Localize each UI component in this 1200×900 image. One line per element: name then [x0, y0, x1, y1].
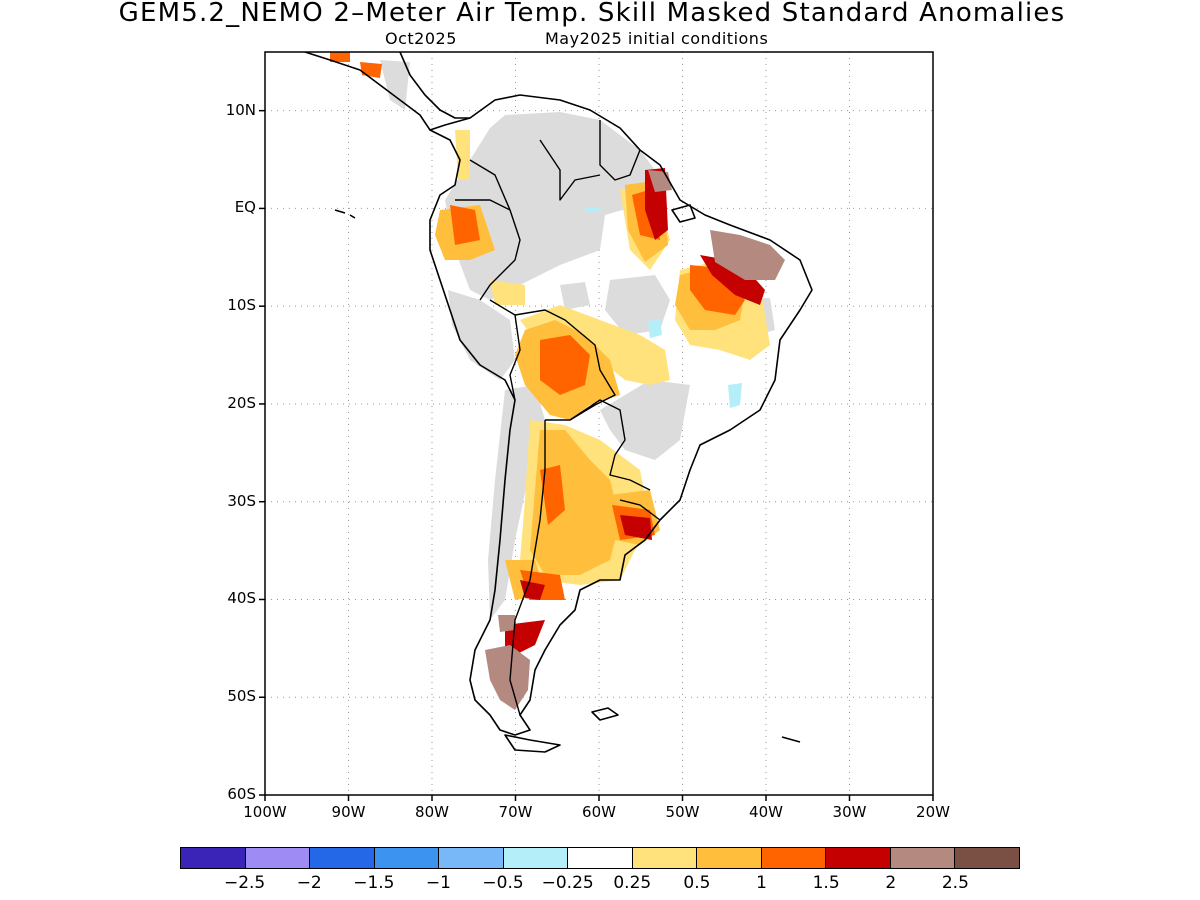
lat-tick-label: 10S: [227, 296, 256, 315]
central-america-coastline: [304, 52, 431, 131]
lon-tick-label: 30W: [832, 803, 867, 821]
colorbar-swatch: [632, 848, 698, 868]
lon-tick-label: 80W: [415, 803, 449, 821]
anomaly-2-2.5: [485, 645, 530, 710]
axis-ticks: [259, 109, 934, 801]
coastlines: [304, 52, 813, 753]
falkland-islands: [591, 707, 619, 721]
anomaly-1-1.5: [450, 205, 480, 245]
colorbar-label: 0.5: [683, 873, 711, 893]
anomaly-0.5-1: [530, 430, 620, 575]
country-border: [455, 199, 511, 211]
colorbar-label: 1: [756, 873, 767, 893]
country-border: [509, 420, 546, 716]
chart-title: GEM5.2_NEMO 2–Meter Air Temp. Skill Mask…: [118, 0, 1066, 28]
country-border: [539, 139, 601, 201]
galapagos-islands: [334, 209, 356, 219]
country-border: [509, 314, 521, 401]
colorbar-label: −2: [296, 873, 322, 893]
south-america-coastline: [429, 94, 813, 736]
anomaly-2-2.5: [498, 615, 515, 632]
forecast-month: Oct2025: [385, 29, 457, 48]
colorbar-swatch: [826, 848, 891, 868]
lat-tick-label: EQ: [234, 198, 256, 217]
masked-land-region: [448, 290, 515, 380]
anomaly-2-2.5: [710, 230, 785, 280]
colorbar-swatch: [439, 848, 504, 868]
lat-tick-label: 40S: [227, 589, 256, 608]
colorbar-swatch: [761, 848, 827, 868]
colorbar-swatch: [955, 848, 1019, 868]
anomaly-fields: [330, 52, 785, 710]
anomaly-1-1.5: [540, 465, 565, 525]
lon-tick-label: 40W: [749, 803, 783, 821]
anomaly-0.25-0.5: [490, 280, 525, 305]
lon-tick-label: 60W: [582, 803, 616, 821]
colorbar-label: −0.5: [482, 873, 524, 893]
colorbar-label: −1: [425, 873, 451, 893]
lon-tick-label: 100W: [243, 803, 287, 821]
country-border: [469, 159, 521, 301]
masked-land-region: [560, 282, 590, 310]
anomaly-1.5-2: [700, 255, 765, 305]
country-border: [619, 499, 661, 521]
lat-tick-label: 50S: [227, 687, 256, 706]
anomaly-negative-0.25: [648, 318, 662, 338]
lat-tick-label: 20S: [227, 393, 256, 412]
masked-land-region: [605, 275, 670, 335]
country-border: [599, 120, 641, 181]
masked-land-region: [380, 60, 410, 110]
anomaly-1.5-2: [520, 580, 545, 600]
marajo-island: [671, 204, 696, 223]
lon-tick-label: 20W: [916, 803, 950, 821]
country-border: [569, 399, 651, 491]
colorbar-swatch: [568, 848, 633, 868]
colorbar-swatch: [310, 848, 375, 868]
anomaly-1-1.5: [690, 265, 745, 315]
colorbar-label: 2: [885, 873, 897, 893]
anomaly-1-1.5: [540, 335, 590, 395]
south-georgia: [781, 736, 801, 743]
colorbar-label: −1.5: [353, 873, 395, 893]
masked-land-region: [445, 112, 655, 300]
anomaly-1.5-2: [620, 515, 652, 540]
colorbar-label: 1.5: [812, 873, 840, 893]
colorbar-swatch: [245, 848, 311, 868]
anomaly-negative-0.25: [728, 383, 742, 408]
lat-tick-label: 30S: [227, 491, 256, 510]
lon-tick-label: 90W: [331, 803, 366, 821]
lat-tick-label: 60S: [227, 785, 256, 803]
masked-land-region: [600, 380, 690, 460]
lon-tick-label: 50W: [665, 803, 700, 821]
lat-tick-label: 10N: [225, 100, 256, 119]
anomaly-1-1.5: [330, 52, 350, 62]
colorbar-label: −0.25: [541, 873, 594, 893]
colorbar-swatch: [890, 848, 956, 868]
colorbar-swatch: [503, 848, 569, 868]
tierra-del-fuego: [504, 734, 561, 753]
colorbar-label: −2.5: [223, 873, 266, 893]
colorbar: [180, 847, 1020, 869]
colorbar-swatch: [374, 848, 440, 868]
initial-conditions-label: May2025 initial conditions: [545, 29, 769, 48]
country-borders: [455, 120, 661, 716]
colorbar-swatch: [697, 848, 762, 868]
colorbar-label: 2.5: [941, 873, 969, 893]
lon-tick-label: 70W: [498, 803, 533, 821]
colorbar-label: 0.25: [613, 873, 652, 893]
anomaly-1-1.5: [360, 62, 382, 78]
anomaly-negative-0.25: [585, 207, 600, 212]
colorbar-swatch: [181, 848, 246, 868]
central-america-coastline: [399, 52, 470, 119]
